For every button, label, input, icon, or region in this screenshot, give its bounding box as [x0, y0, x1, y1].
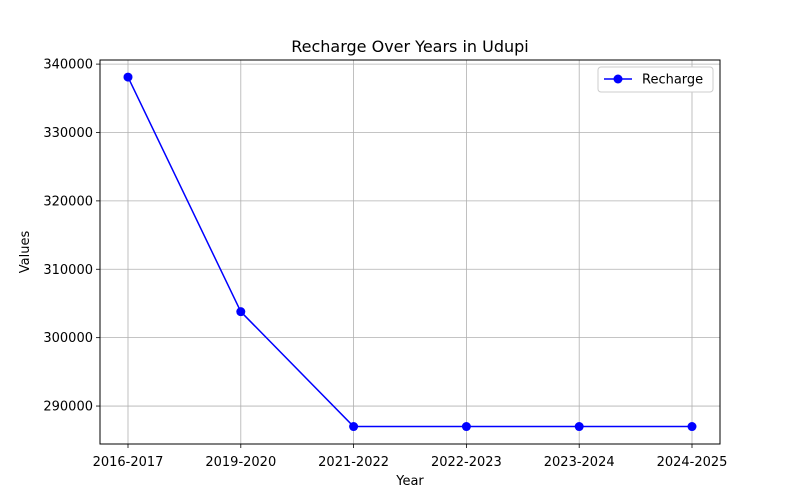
y-tick-label: 310000 [43, 263, 93, 278]
legend-box [597, 66, 714, 93]
x-tick-label: 2023-2024 [544, 455, 615, 470]
x-axis-ticks: 2016-2017 2019-2020 2021-2022 2022-2023 2023… [93, 444, 728, 470]
data-point [123, 72, 133, 82]
legend: Recharge [597, 66, 714, 93]
x-tick-label: 2024-2025 [657, 455, 728, 470]
x-tick-label: 2019-2020 [205, 455, 276, 470]
legend-label-recharge: Recharge [642, 73, 703, 88]
y-tick-label: 340000 [43, 58, 93, 73]
plot-frame [99, 59, 721, 445]
grid-lines [100, 60, 720, 444]
data-point [687, 422, 697, 432]
x-tick-label: 2016-2017 [93, 455, 164, 470]
y-tick-label: 330000 [43, 126, 93, 141]
x-tick-label: 2022-2023 [431, 455, 502, 470]
data-points [123, 72, 697, 432]
y-tick-label: 320000 [43, 194, 93, 209]
data-point [236, 307, 246, 317]
legend-marker-swatch [613, 74, 623, 84]
y-tick-label: 300000 [43, 331, 93, 346]
data-point [461, 422, 471, 432]
data-point [349, 422, 359, 432]
y-tick-label: 290000 [43, 400, 93, 415]
series-line-recharge [127, 76, 692, 428]
data-point [574, 422, 584, 432]
series-lines [127, 76, 692, 428]
y-axis-ticks: 290000 300000 310000 320000 330000 340000 [43, 58, 100, 415]
x-axis-title: Year [395, 474, 424, 489]
x-tick-label: 2021-2022 [318, 455, 389, 470]
chart-title: Recharge Over Years in Udupi [291, 37, 529, 56]
y-axis-title: Values [18, 231, 33, 274]
